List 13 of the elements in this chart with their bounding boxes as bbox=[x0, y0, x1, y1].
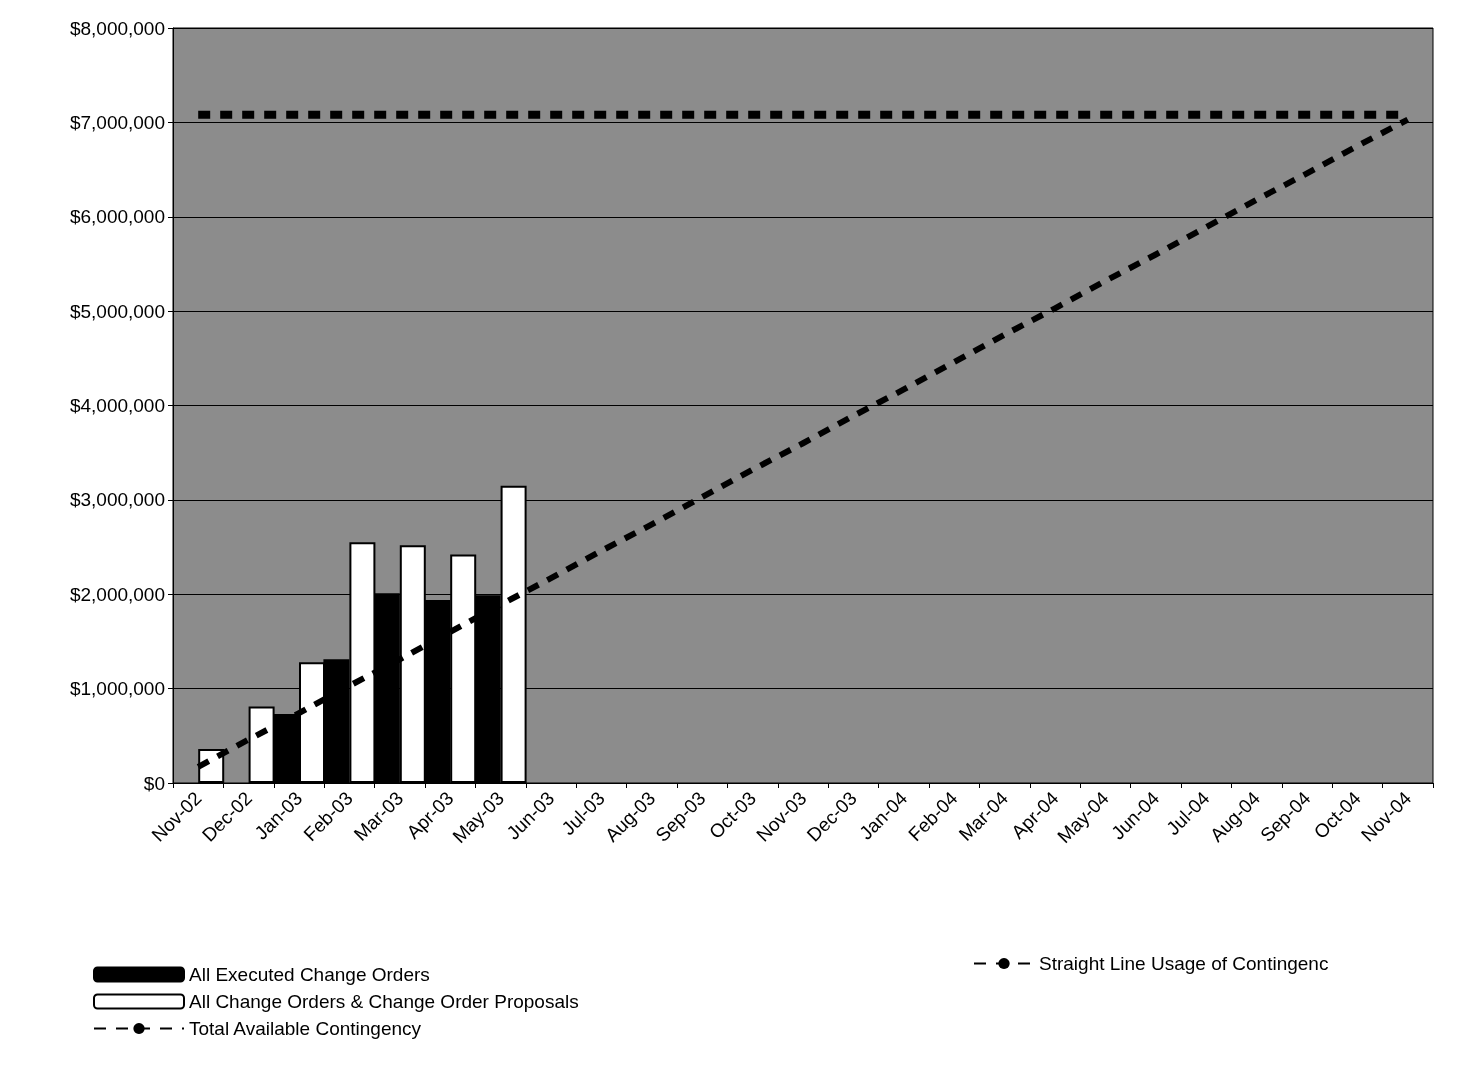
legend-label: Total Available Contingency bbox=[189, 1018, 422, 1039]
y-tick-label: $2,000,000 bbox=[69, 583, 165, 605]
y-tick-label: $8,000,000 bbox=[69, 17, 165, 39]
y-tick-label: $6,000,000 bbox=[69, 206, 165, 228]
y-tick-label: $1,000,000 bbox=[69, 678, 165, 700]
y-tick-label: $0 bbox=[143, 772, 165, 794]
legend-label: All Change Orders & Change Order Proposals bbox=[189, 991, 579, 1012]
y-tick-label: $5,000,000 bbox=[69, 300, 165, 322]
legend-label: All Executed Change Orders bbox=[189, 964, 430, 985]
legend-label: Straight Line Usage of Contingenc bbox=[1039, 953, 1329, 974]
y-tick-label: $3,000,000 bbox=[69, 489, 165, 511]
y-tick-label: $4,000,000 bbox=[69, 395, 165, 416]
y-tick-label: $7,000,000 bbox=[69, 111, 165, 133]
